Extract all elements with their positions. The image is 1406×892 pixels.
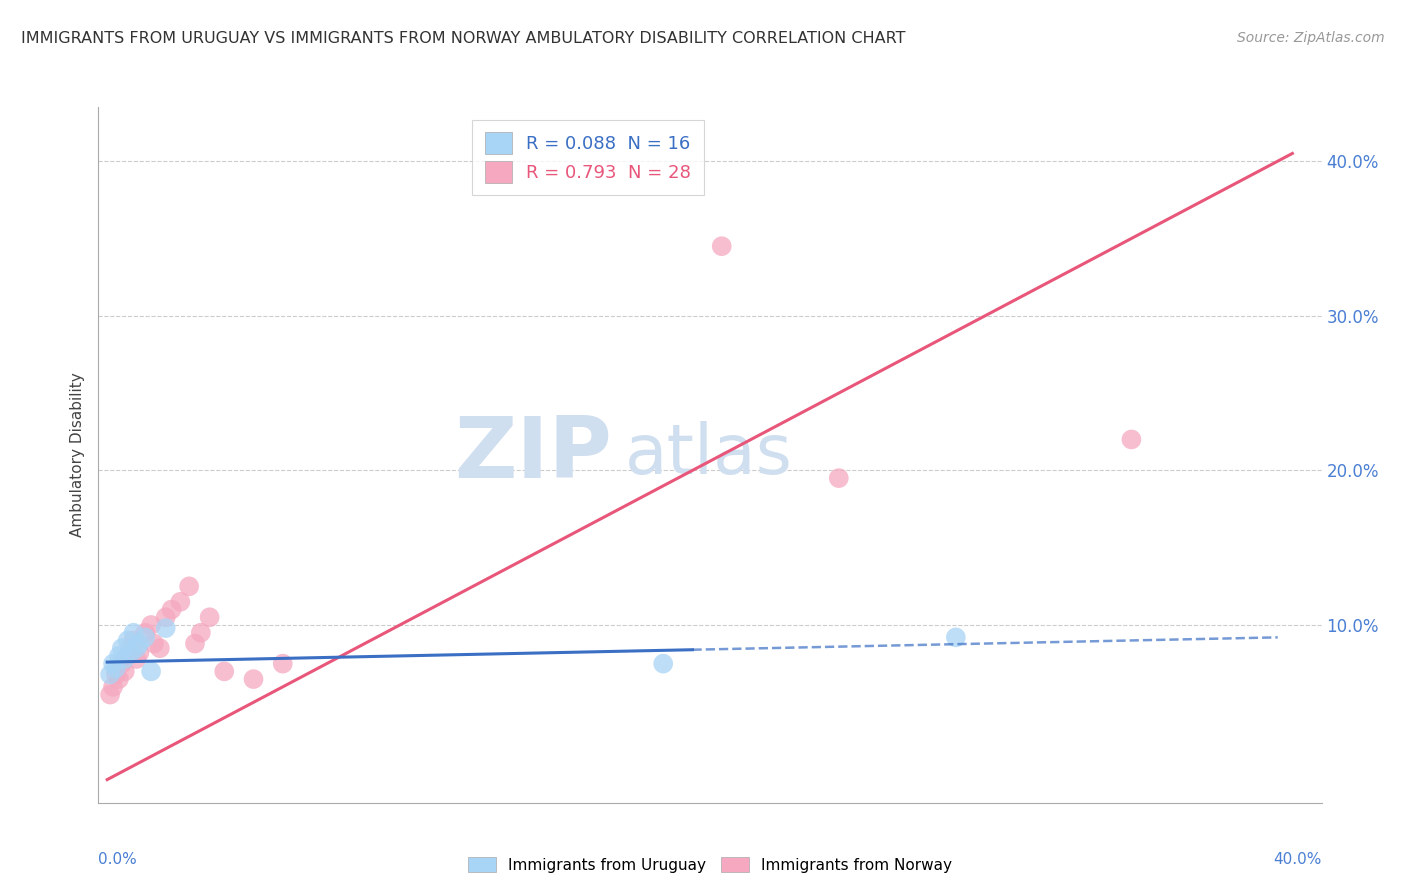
Legend: R = 0.088  N = 16, R = 0.793  N = 28: R = 0.088 N = 16, R = 0.793 N = 28: [472, 120, 703, 195]
Point: [652, 657, 675, 671]
Point: [212, 665, 235, 679]
Point: [114, 652, 136, 666]
Text: Source: ZipAtlas.com: Source: ZipAtlas.com: [1237, 31, 1385, 45]
Text: 0.0%: 0.0%: [98, 852, 138, 866]
Text: ZIP: ZIP: [454, 413, 612, 497]
Text: 40.0%: 40.0%: [1274, 852, 1322, 866]
Point: [198, 610, 221, 624]
Point: [143, 636, 166, 650]
Point: [128, 646, 150, 660]
Point: [117, 648, 139, 663]
Point: [155, 610, 177, 624]
Text: IMMIGRANTS FROM URUGUAY VS IMMIGRANTS FROM NORWAY AMBULATORY DISABILITY CORRELAT: IMMIGRANTS FROM URUGUAY VS IMMIGRANTS FR…: [21, 31, 905, 46]
Point: [1121, 433, 1143, 447]
Point: [120, 646, 142, 660]
Point: [149, 641, 172, 656]
Point: [108, 648, 131, 663]
Point: [117, 633, 139, 648]
Point: [104, 661, 127, 675]
Point: [122, 625, 145, 640]
Y-axis label: Ambulatory Disability: Ambulatory Disability: [70, 373, 86, 537]
Point: [184, 636, 207, 650]
Point: [120, 641, 142, 656]
Point: [242, 672, 264, 686]
Point: [125, 652, 148, 666]
Point: [125, 641, 148, 656]
Point: [271, 657, 294, 671]
Point: [139, 665, 162, 679]
Point: [169, 595, 191, 609]
Point: [160, 602, 183, 616]
Point: [139, 618, 162, 632]
Text: atlas: atlas: [624, 421, 792, 489]
Point: [155, 621, 177, 635]
Point: [134, 625, 156, 640]
Point: [710, 239, 733, 253]
Point: [98, 667, 121, 681]
Point: [108, 672, 131, 686]
Point: [134, 631, 156, 645]
Point: [190, 625, 212, 640]
Point: [828, 471, 851, 485]
Point: [98, 688, 121, 702]
Point: [114, 665, 136, 679]
Point: [945, 631, 967, 645]
Point: [122, 633, 145, 648]
Point: [179, 579, 201, 593]
Point: [111, 657, 134, 671]
Point: [104, 667, 127, 681]
Point: [128, 636, 150, 650]
Point: [101, 657, 124, 671]
Point: [111, 641, 134, 656]
Point: [101, 680, 124, 694]
